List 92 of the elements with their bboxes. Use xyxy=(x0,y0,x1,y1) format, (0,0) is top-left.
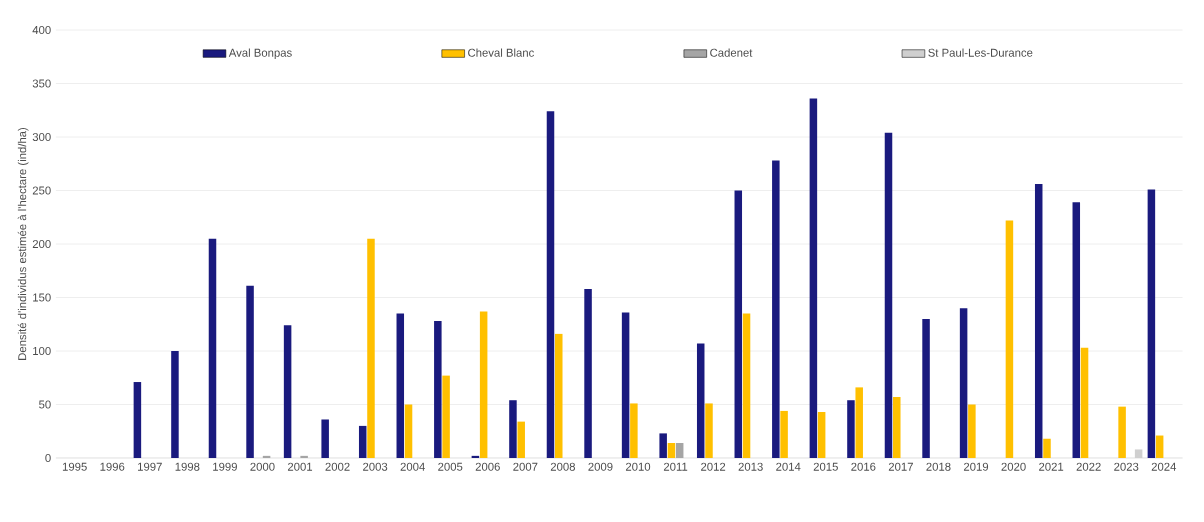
bar xyxy=(809,98,818,458)
bar xyxy=(1147,189,1156,458)
bar xyxy=(300,455,308,458)
bar xyxy=(780,410,788,458)
bar xyxy=(546,111,555,458)
bar xyxy=(1134,449,1143,458)
bar xyxy=(367,238,375,458)
x-tick-label: 2017 xyxy=(888,462,913,471)
bar xyxy=(358,425,367,458)
bar xyxy=(434,321,442,458)
x-tick-label: 2005 xyxy=(438,462,463,471)
x-tick-label: 1996 xyxy=(100,462,125,471)
bar xyxy=(1005,220,1014,458)
bar xyxy=(1043,438,1051,458)
bar xyxy=(479,311,488,458)
x-tick-label: 1995 xyxy=(62,462,87,471)
bar xyxy=(1155,435,1164,458)
x-tick-label: 1998 xyxy=(175,462,200,471)
bar xyxy=(734,190,743,458)
y-tick-label: 0 xyxy=(45,454,51,463)
bar xyxy=(772,160,780,458)
legend-label: Cheval Blanc xyxy=(468,48,534,57)
bar xyxy=(208,238,217,458)
x-tick-label: 2009 xyxy=(588,462,613,471)
legend-label: Aval Bonpas xyxy=(228,48,292,59)
x-tick-label: 2020 xyxy=(1001,462,1026,471)
x-tick-label: 2014 xyxy=(776,462,801,471)
y-tick-label: 400 xyxy=(32,26,51,35)
x-tick-label: 2006 xyxy=(475,462,500,471)
x-tick-label: 2016 xyxy=(851,462,876,471)
y-tick-label: 100 xyxy=(33,347,51,356)
x-tick-label: 2003 xyxy=(363,462,388,471)
x-tick-label: 2008 xyxy=(550,462,575,471)
bar xyxy=(283,325,292,458)
bar xyxy=(509,400,517,458)
bar xyxy=(321,419,329,458)
bar xyxy=(1034,184,1043,458)
x-tick-label: 2011 xyxy=(663,462,688,471)
bar xyxy=(893,397,901,458)
y-tick-label: 150 xyxy=(33,293,51,302)
y-tick-label: 350 xyxy=(32,79,51,88)
x-tick-label: 2024 xyxy=(1151,462,1177,471)
bar xyxy=(847,400,855,458)
bar xyxy=(517,421,525,458)
bar xyxy=(621,312,630,458)
x-tick-label: 2019 xyxy=(963,462,989,471)
bar xyxy=(742,313,751,458)
y-tick-label: 250 xyxy=(32,186,51,195)
x-tick-label: 2002 xyxy=(325,462,350,471)
bar xyxy=(968,404,976,458)
bar xyxy=(922,318,930,458)
bar xyxy=(555,333,563,458)
bar xyxy=(667,443,676,458)
bar xyxy=(1080,347,1089,458)
bar xyxy=(705,403,713,458)
legend-label: St Paul-Les-Durance xyxy=(928,48,1033,57)
bar xyxy=(855,387,863,458)
x-tick-label: 2013 xyxy=(738,462,763,471)
bar xyxy=(133,382,142,458)
bar xyxy=(1072,202,1081,458)
bar xyxy=(959,308,968,458)
x-tick-label: 2004 xyxy=(400,462,425,471)
bar xyxy=(884,132,893,458)
x-tick-label: 2023 xyxy=(1114,462,1139,471)
x-tick-label: 2018 xyxy=(926,462,951,471)
legend-label: Cadenet xyxy=(710,48,753,57)
y-tick-label: 200 xyxy=(32,240,51,249)
bar xyxy=(1118,406,1126,458)
x-tick-label: 1999 xyxy=(213,462,237,471)
x-tick-label: 2015 xyxy=(813,462,838,471)
x-tick-label: 2007 xyxy=(513,462,538,471)
bar xyxy=(396,313,405,458)
x-tick-label: 1997 xyxy=(138,462,162,471)
y-tick-label: 300 xyxy=(32,133,51,142)
bar xyxy=(659,433,667,458)
bar xyxy=(171,351,179,458)
x-tick-label: 2022 xyxy=(1076,462,1101,471)
bar xyxy=(630,403,638,458)
x-tick-label: 2000 xyxy=(250,462,275,471)
x-tick-label: 2001 xyxy=(287,462,313,471)
y-axis-title: Densité d'individus estimée à l'hectare (ind/ha) xyxy=(17,127,29,360)
bar xyxy=(246,285,254,458)
x-tick-label: 2010 xyxy=(625,462,651,471)
bar xyxy=(584,288,592,458)
bar xyxy=(817,411,826,458)
bar xyxy=(696,343,705,458)
x-tick-label: 2012 xyxy=(701,462,726,471)
bar xyxy=(442,375,450,458)
y-tick-label: 50 xyxy=(39,400,51,409)
bar xyxy=(404,404,413,458)
x-tick-label: 2021 xyxy=(1039,462,1064,471)
bar xyxy=(675,443,684,458)
